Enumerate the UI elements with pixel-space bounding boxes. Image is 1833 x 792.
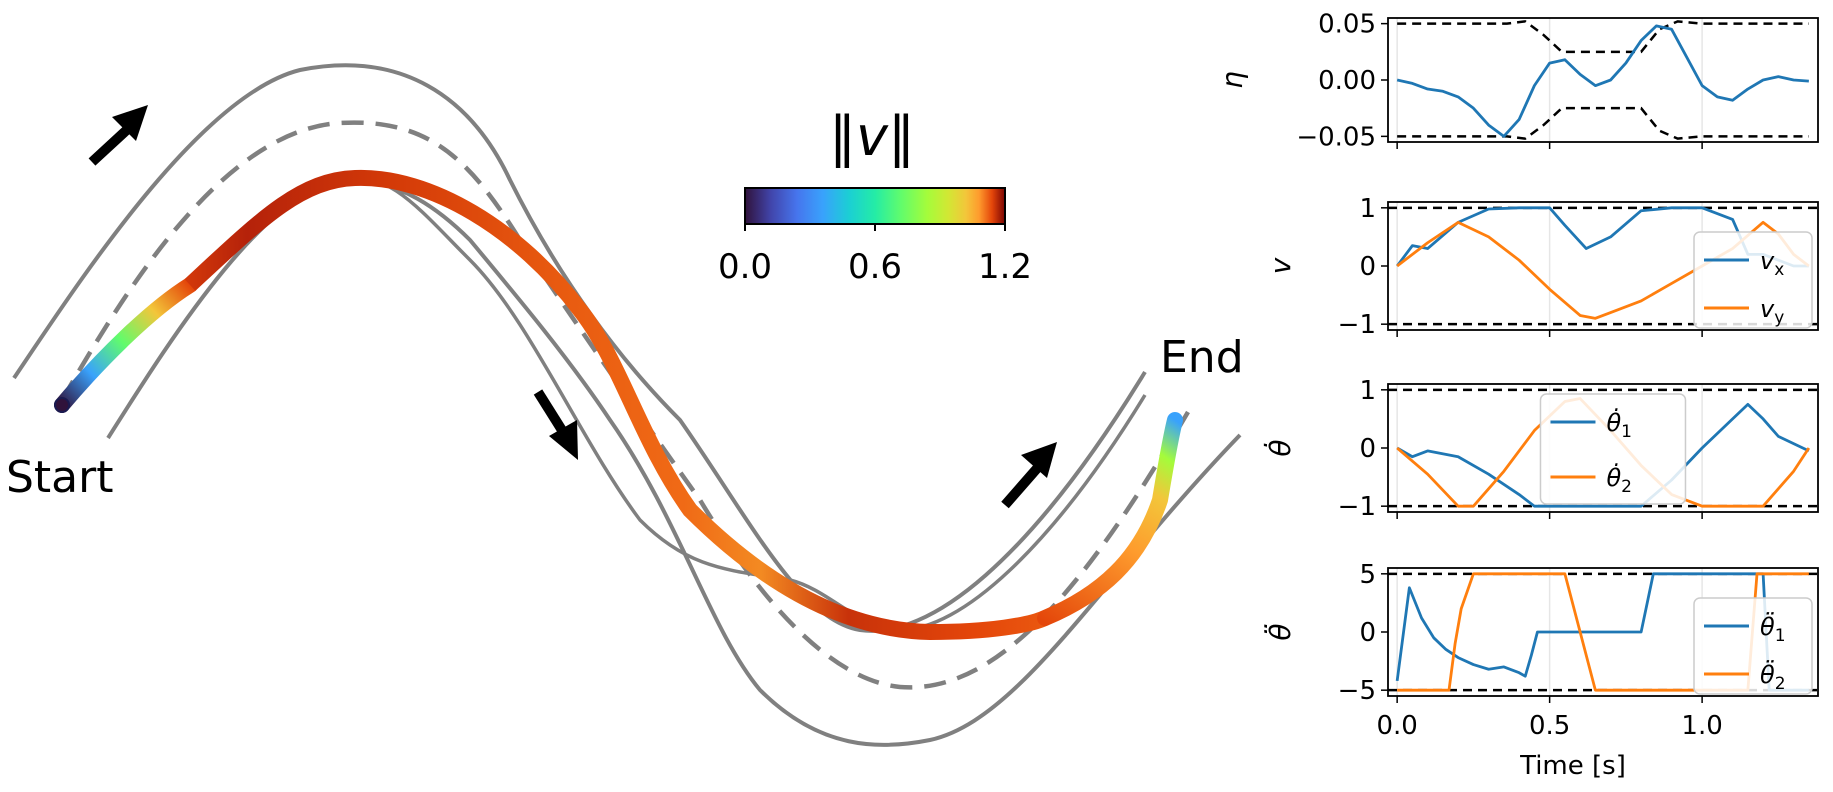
limit-upper — [1397, 20, 1809, 54]
start-label: Start — [6, 452, 114, 503]
axes-frame — [1387, 17, 1819, 143]
subplot-1: 0.05 0.00 −0.05 η — [1216, 10, 1819, 152]
y-tick-label: 0 — [1359, 252, 1376, 282]
x-tick-label: 1.0 — [1681, 711, 1722, 741]
colorbar-gradient — [744, 187, 1006, 225]
y-tick-label: −1 — [1338, 310, 1376, 340]
subplot-3: 1 0 −1 θ̇ θ̇1θ̇2 — [1263, 376, 1819, 522]
axes-frame — [1387, 201, 1819, 331]
legend: θ̇1θ̇2 — [1539, 393, 1687, 505]
colorbar-title: ‖v‖ — [829, 105, 915, 168]
colorbar-tick-label: 1.2 — [978, 247, 1032, 287]
track-upper-boundary — [12, 63, 1147, 633]
series-line-1 — [1395, 572, 1809, 692]
colorbar-tick-label: 0.0 — [718, 247, 772, 287]
legend: θ̈1θ̈2 — [1693, 597, 1813, 695]
y-tick-label: −5 — [1338, 676, 1376, 706]
y-tick-label: 0.05 — [1318, 10, 1376, 40]
axes-frame — [1387, 383, 1819, 513]
series-line-1 — [1396, 24, 1809, 138]
limit-lower — [1397, 106, 1809, 140]
direction-arrow-icon — [1001, 442, 1057, 509]
direction-arrow-icon — [533, 389, 578, 460]
x-axis-label: Time [s] — [1519, 751, 1626, 781]
subplot-4: 5 0 −5 θ̈ θ̈1θ̈2 — [1263, 560, 1819, 706]
y-tick-label: 5 — [1359, 560, 1376, 590]
x-tick-label: 0.0 — [1376, 711, 1417, 741]
axes-frame — [1387, 567, 1819, 697]
y-axis-label: θ̇ — [1263, 439, 1297, 456]
direction-arrow-icon — [88, 105, 148, 166]
y-tick-label: 1 — [1359, 194, 1376, 224]
y-tick-label: 0 — [1359, 618, 1376, 648]
y-axis-label: θ̈ — [1263, 623, 1297, 640]
trajectory-start-segment — [54, 277, 198, 413]
y-tick-label: 0.00 — [1318, 66, 1376, 96]
colorbar-tick-label: 0.6 — [848, 247, 902, 287]
trajectory-panel: Start End ‖v‖ 0.0 0.6 1.2 — [6, 63, 1244, 747]
legend-box — [1693, 231, 1813, 329]
y-axis-label: v — [1264, 257, 1297, 274]
y-tick-label: 0 — [1359, 434, 1376, 464]
trajectory-main-segment — [184, 169, 1049, 641]
series-line-2 — [1396, 220, 1810, 320]
track-inner-guide — [339, 174, 1147, 632]
legend-box — [1693, 597, 1813, 695]
end-label: End — [1160, 332, 1244, 383]
series-line-1 — [1396, 402, 1810, 508]
trajectory-end-segment — [1037, 412, 1183, 626]
y-tick-label: 1 — [1359, 376, 1376, 406]
x-tick-label: 0.5 — [1529, 711, 1570, 741]
y-tick-label: −0.05 — [1296, 122, 1376, 152]
y-tick-label: −1 — [1338, 492, 1376, 522]
colorbar: ‖v‖ 0.0 0.6 1.2 — [718, 105, 1032, 287]
start-point — [54, 397, 70, 413]
y-axis-label: η — [1216, 71, 1249, 89]
